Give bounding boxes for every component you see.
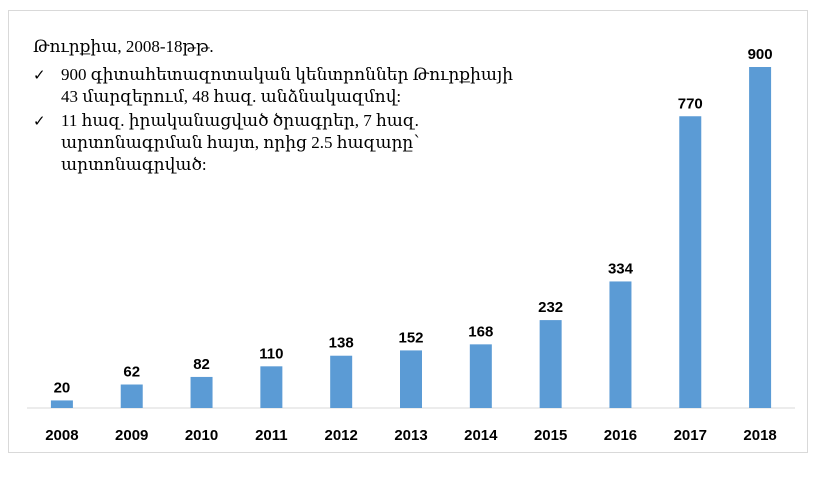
bar-2017 (679, 116, 702, 408)
data-label-2015: 232 (538, 299, 563, 316)
data-label-2010: 82 (193, 356, 210, 373)
annotation-item-2: ✓ 11 հազ. իրականացված ծրագրեր, 7 հազ. ար… (33, 110, 533, 176)
data-label-2016: 334 (608, 260, 634, 277)
checkmark-icon: ✓ (33, 66, 46, 84)
bar-2008 (50, 400, 73, 408)
annotation-title: Թուրքիա, 2008-18թթ. (33, 37, 214, 56)
bar-2012 (330, 355, 353, 408)
x-tick-label-2013: 2013 (394, 427, 427, 444)
data-label-2008: 20 (54, 379, 71, 396)
x-tick-label-2011: 2011 (255, 427, 288, 444)
x-tick-label-2010: 2010 (185, 427, 218, 444)
x-tick-label-2012: 2012 (324, 427, 357, 444)
chart-annotation: Թուրքիա, 2008-18թթ. ✓ 900 գիտահետազոտակա… (33, 36, 533, 178)
x-tick-label-2009: 2009 (115, 427, 148, 444)
bar-2010 (190, 376, 213, 408)
data-label-2012: 138 (329, 335, 354, 352)
x-tick-label-2014: 2014 (464, 427, 498, 444)
x-tick-label-2018: 2018 (743, 427, 776, 444)
bar-2013 (400, 350, 422, 408)
x-tick-label-2017: 2017 (674, 427, 707, 444)
x-tick-label-2008: 2008 (45, 427, 78, 444)
x-tick-label-2015: 2015 (534, 427, 567, 444)
bar-2018 (749, 67, 772, 408)
annotation-item-1: ✓ 900 գիտահետազոտական կենտրոններ Թուրքիա… (33, 64, 533, 108)
bar-2011 (260, 366, 283, 408)
checkmark-icon: ✓ (33, 112, 46, 130)
bar-2016 (609, 281, 632, 408)
annotation-item-text: 900 գիտահետազոտական կենտրոններ Թուրքիայի… (61, 65, 514, 106)
annotation-item-text: 11 հազ. իրականացված ծրագրեր, 7 հազ. արտո… (61, 111, 420, 174)
x-tick-label-2016: 2016 (604, 427, 637, 444)
bar-2015 (539, 320, 562, 408)
bar-2014 (469, 344, 492, 408)
data-label-2014: 168 (468, 323, 493, 340)
data-label-2018: 900 (748, 46, 773, 63)
data-label-2009: 62 (123, 364, 140, 381)
data-label-2017: 770 (678, 95, 703, 112)
data-label-2011: 110 (259, 345, 283, 362)
bar-2009 (120, 384, 143, 408)
data-label-2013: 152 (398, 329, 423, 346)
